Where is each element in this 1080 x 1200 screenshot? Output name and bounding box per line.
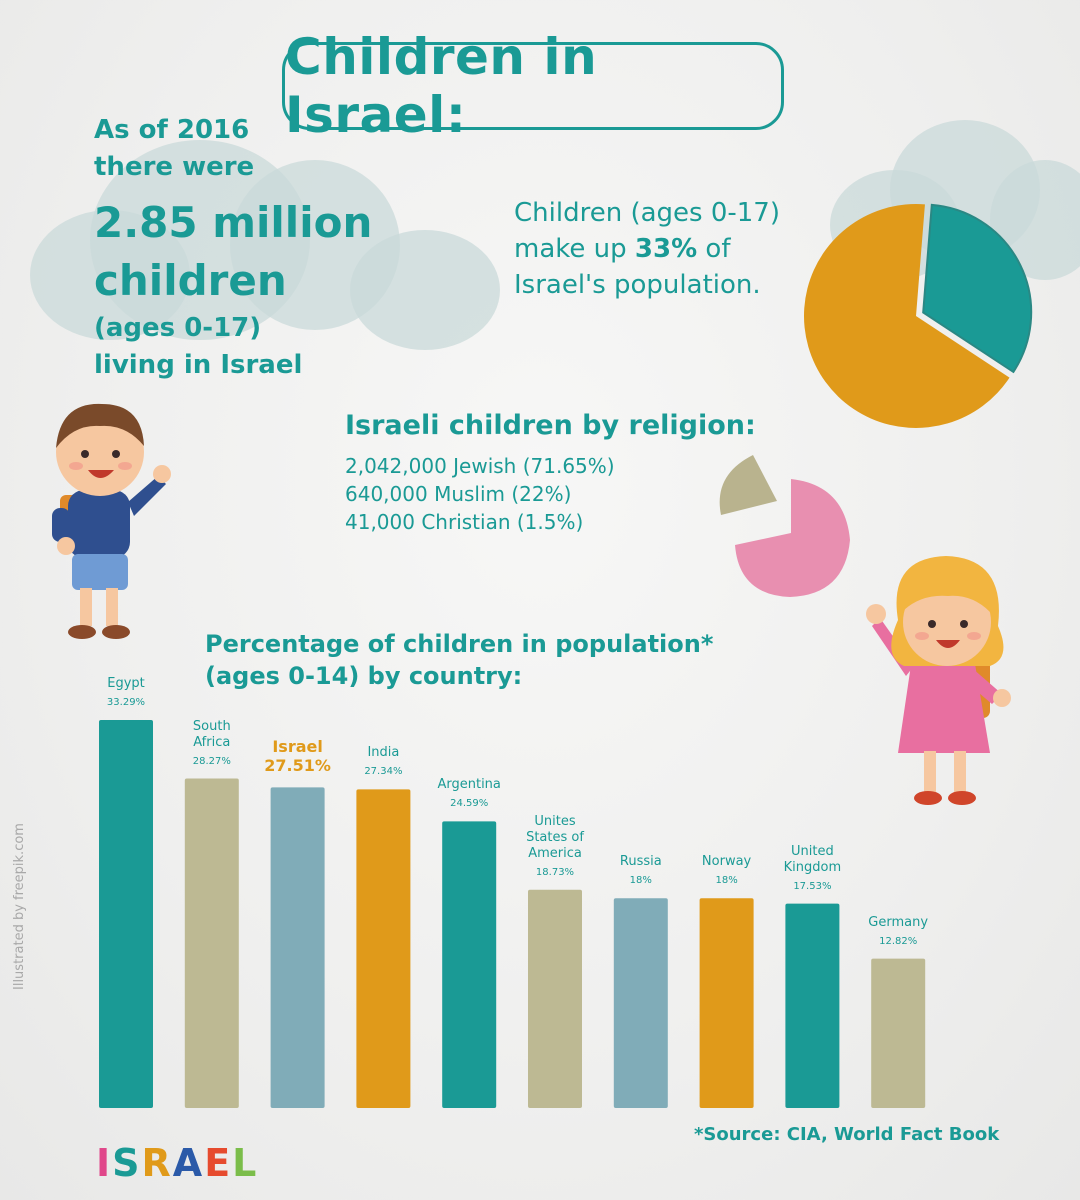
bar-category-label: Africa bbox=[193, 734, 231, 750]
stat-line-3: (ages 0-17) bbox=[94, 313, 262, 343]
religion-slice-large bbox=[735, 479, 850, 597]
chart-title: Percentage of children in population* (a… bbox=[205, 628, 713, 692]
chart-title-line-1: Percentage of children in population* bbox=[205, 630, 714, 658]
bar-category-label: Israel bbox=[272, 737, 323, 757]
share-percent: 33% bbox=[634, 234, 698, 264]
bar-value-label: 18.73% bbox=[535, 866, 575, 878]
bar-united-kingdom bbox=[785, 903, 840, 1108]
bar-value-label: 18% bbox=[715, 875, 738, 887]
bar-unites-states-of-america bbox=[528, 889, 582, 1108]
religion-title: Israeli children by religion: bbox=[345, 410, 756, 441]
cloud-left bbox=[30, 130, 500, 350]
bar-category-label: South bbox=[192, 718, 231, 734]
bar-india bbox=[356, 789, 411, 1108]
bar-category-label: Unites bbox=[534, 813, 576, 829]
stat-big-1: 2.85 million bbox=[94, 198, 373, 247]
bar-value-label: 18% bbox=[629, 875, 652, 887]
boy-illustration bbox=[52, 403, 171, 639]
israel-logo: ISRAEL bbox=[96, 1143, 258, 1183]
title-box: Children in Israel: bbox=[282, 28, 784, 144]
bar-israel bbox=[270, 787, 325, 1108]
bar-value-label: 12.82% bbox=[879, 935, 918, 947]
logo-letter: S bbox=[112, 1141, 142, 1185]
population-share-text: Children (ages 0-17) make up 33% of Isra… bbox=[514, 195, 814, 303]
logo-letter: I bbox=[96, 1141, 113, 1185]
bar-label: India 27.34% bbox=[336, 745, 430, 780]
share-line-2-post: of bbox=[697, 234, 731, 264]
bar-category-label: States of bbox=[526, 829, 584, 845]
bar-value-label: 27.34% bbox=[364, 766, 403, 778]
bar-value-label: 17.53% bbox=[793, 880, 832, 892]
bar-category-label: Argentina bbox=[437, 777, 501, 793]
stat-line-1: As of 2016 bbox=[94, 115, 250, 145]
share-line-3: Israel's population. bbox=[514, 270, 761, 300]
bar-label: Egypt 33.29% bbox=[79, 676, 173, 711]
religion-item-jewish: 2,042,000 Jewish (71.65%) bbox=[345, 454, 615, 478]
bar-label: United Kingdom 17.53% bbox=[765, 844, 859, 895]
population-pie bbox=[804, 203, 1033, 428]
bar-value-label: 28.27% bbox=[192, 755, 231, 767]
bar-argentina bbox=[442, 821, 497, 1108]
logo-letter: E bbox=[204, 1141, 233, 1185]
bar-category-label: Norway bbox=[701, 854, 752, 870]
logo-letter: R bbox=[141, 1141, 173, 1185]
bar-value-label: 27.51% bbox=[264, 756, 331, 776]
religion-list: 2,042,000 Jewish (71.65%) 640,000 Muslim… bbox=[345, 452, 615, 536]
bar-category-label: India bbox=[367, 745, 400, 761]
bar-category-label: America bbox=[528, 845, 582, 861]
logo-letter: L bbox=[232, 1141, 259, 1185]
pie-slice-rest bbox=[804, 204, 1010, 428]
share-line-2-pre: make up bbox=[514, 234, 635, 264]
bar-category-label: Kingdom bbox=[783, 859, 842, 875]
bar-value-label: 24.59% bbox=[450, 798, 489, 810]
logo-letter: A bbox=[172, 1141, 205, 1185]
bar-label: Germany 12.82% bbox=[851, 915, 945, 950]
bar-russia bbox=[613, 898, 668, 1108]
share-line-1: Children (ages 0-17) bbox=[514, 198, 780, 228]
share-line-2: make up 33% of bbox=[514, 231, 814, 267]
bar-category-label: Germany bbox=[868, 914, 929, 930]
page-title: Children in Israel: bbox=[285, 28, 598, 144]
religion-item-christian: 41,000 Christian (1.5%) bbox=[345, 510, 584, 534]
illustration-credit: Illustrated by freepik.com bbox=[12, 823, 27, 990]
stat-line-2: there were bbox=[94, 152, 255, 182]
bar-value-label: 33.29% bbox=[106, 697, 146, 708]
chart-title-line-2: (ages 0-14) by country: bbox=[205, 662, 523, 690]
bar-category-label: Russia bbox=[619, 854, 662, 870]
bar-norway bbox=[699, 898, 754, 1108]
girl-illustration bbox=[866, 556, 1011, 805]
stat-line-4: living in Israel bbox=[94, 350, 303, 380]
stat-big-2: children bbox=[94, 256, 287, 305]
children-count-stat: As of 2016 there were 2.85 million child… bbox=[94, 112, 414, 384]
israel-logo-letters: ISRAEL bbox=[96, 1143, 258, 1183]
bar-category-label: Egypt bbox=[107, 676, 145, 691]
bar-egypt bbox=[99, 720, 153, 1108]
religion-slice-small bbox=[719, 455, 777, 515]
bar-label: Norway 18% bbox=[680, 854, 774, 889]
bar-label: Argentina 24.59% bbox=[422, 777, 516, 812]
bar-label: Unites States of America 18.73% bbox=[508, 814, 602, 881]
religion-pie bbox=[719, 455, 850, 597]
religion-item-muslim: 640,000 Muslim (22%) bbox=[345, 482, 572, 506]
bar-category-label: United bbox=[791, 843, 834, 859]
pie-slice-children bbox=[922, 203, 1033, 374]
bar-germany bbox=[871, 958, 926, 1108]
bar-label: South Africa 28.27% bbox=[165, 719, 259, 770]
bar-label: Russia 18% bbox=[594, 854, 688, 889]
bar-south-africa bbox=[184, 778, 239, 1108]
source-note: *Source: CIA, World Fact Book bbox=[694, 1124, 1000, 1145]
bar-label: Israel 27.51% bbox=[251, 737, 345, 775]
